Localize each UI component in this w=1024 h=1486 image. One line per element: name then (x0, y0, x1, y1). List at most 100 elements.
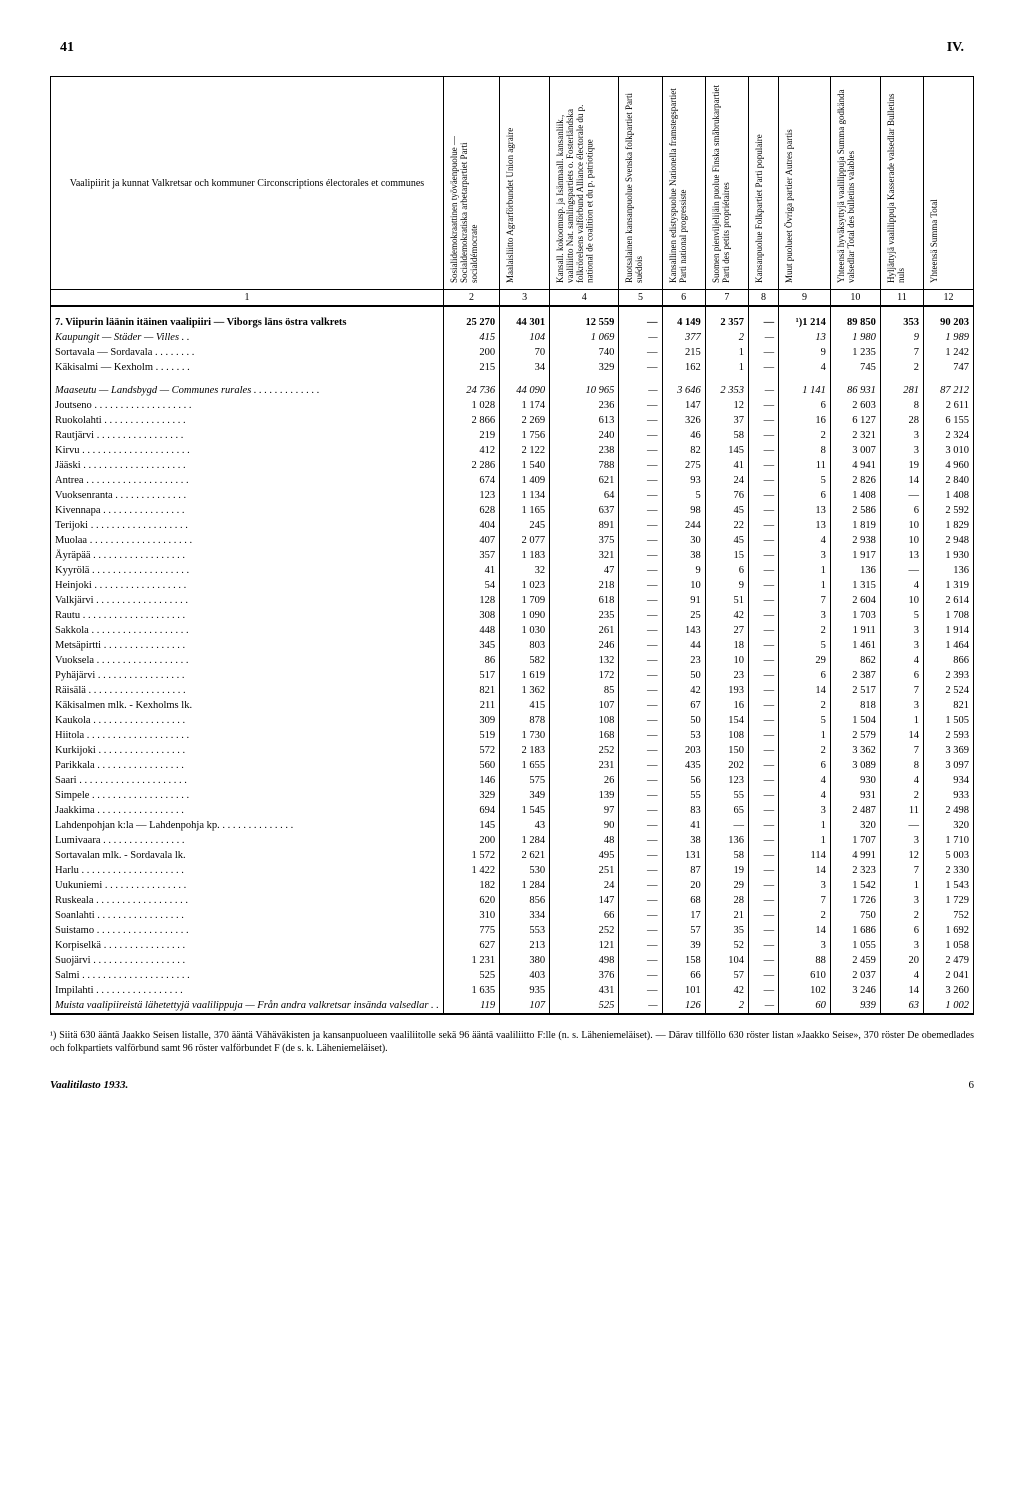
cell: 1 (779, 563, 831, 578)
cell: 821 (924, 698, 974, 713)
row-label: Rautjärvi . . . . . . . . . . . . . . . … (51, 428, 444, 443)
cell: 25 270 (443, 306, 499, 330)
cell: — (748, 713, 778, 728)
cell: 2 (779, 623, 831, 638)
cell: — (619, 653, 662, 668)
row-label: Rautu . . . . . . . . . . . . . . . . . … (51, 608, 444, 623)
cell: 104 (500, 330, 550, 345)
cell: — (748, 360, 778, 375)
cell: — (748, 548, 778, 563)
cell: 618 (550, 593, 619, 608)
cell: 1 819 (830, 518, 880, 533)
cell (662, 375, 705, 383)
cell: — (748, 458, 778, 473)
cell: 4 (880, 773, 923, 788)
cell: — (748, 728, 778, 743)
cell: 745 (830, 360, 880, 375)
cell: 2 330 (924, 863, 974, 878)
cell: 3 (880, 623, 923, 638)
cell: 3 (779, 878, 831, 893)
cell: 21 (705, 908, 748, 923)
page-number-left: 41 (60, 40, 74, 56)
cell: 4 (779, 773, 831, 788)
cell: 55 (705, 788, 748, 803)
row-label: Ruskeala . . . . . . . . . . . . . . . .… (51, 893, 444, 908)
table-row: Ruokolahti . . . . . . . . . . . . . . .… (51, 413, 974, 428)
cell: 1 134 (500, 488, 550, 503)
cell: — (748, 533, 778, 548)
cell: 2 324 (924, 428, 974, 443)
cell: 6 (880, 923, 923, 938)
row-label: Räisälä . . . . . . . . . . . . . . . . … (51, 683, 444, 698)
cell: 3 (880, 938, 923, 953)
cell: 218 (550, 578, 619, 593)
cell: 1 (705, 345, 748, 360)
cell: 2 (779, 908, 831, 923)
cell: — (748, 968, 778, 983)
cell: 38 (662, 833, 705, 848)
cell: 42 (705, 983, 748, 998)
cell: — (748, 608, 778, 623)
cell: 8 (779, 443, 831, 458)
cell: 101 (662, 983, 705, 998)
cell: — (619, 983, 662, 998)
cell: 261 (550, 623, 619, 638)
page-footer: Vaalitilasto 1933. 6 (50, 1079, 974, 1091)
cell: 14 (880, 473, 923, 488)
cell: 821 (443, 683, 499, 698)
cell: 377 (662, 330, 705, 345)
cell: 136 (924, 563, 974, 578)
cell: — (748, 758, 778, 773)
cell: — (619, 878, 662, 893)
cell: 14 (779, 683, 831, 698)
table-row: Antrea . . . . . . . . . . . . . . . . .… (51, 473, 974, 488)
header-col-2: Maalaisliitto Agrarförbundet Union agrai… (504, 79, 518, 287)
table-row: Sortavala — Sordavala . . . . . . . .200… (51, 345, 974, 360)
cell: 87 212 (924, 383, 974, 398)
cell: — (619, 306, 662, 330)
row-label: Parikkala . . . . . . . . . . . . . . . … (51, 758, 444, 773)
cell: 89 850 (830, 306, 880, 330)
cell: 76 (705, 488, 748, 503)
cell: 1 023 (500, 578, 550, 593)
cell: 1 058 (924, 938, 974, 953)
cell: 3 007 (830, 443, 880, 458)
cell: 3 246 (830, 983, 880, 998)
cell: 1 315 (830, 578, 880, 593)
cell: 2 826 (830, 473, 880, 488)
row-label: Metsäpirtti . . . . . . . . . . . . . . … (51, 638, 444, 653)
cell: 3 (779, 608, 831, 623)
cell: 775 (443, 923, 499, 938)
cell: 2 (880, 788, 923, 803)
cell: 3 (779, 548, 831, 563)
cell: 15 (705, 548, 748, 563)
cell: 2 269 (500, 413, 550, 428)
cell: 7 (880, 743, 923, 758)
row-label: Sakkola . . . . . . . . . . . . . . . . … (51, 623, 444, 638)
cell: 2 611 (924, 398, 974, 413)
row-label: Uukuniemi . . . . . . . . . . . . . . . … (51, 878, 444, 893)
cell: 65 (705, 803, 748, 818)
row-label: Suojärvi . . . . . . . . . . . . . . . .… (51, 953, 444, 968)
cell: 2 286 (443, 458, 499, 473)
table-row (51, 375, 974, 383)
cell: 104 (705, 953, 748, 968)
cell: 891 (550, 518, 619, 533)
cell: 403 (500, 968, 550, 983)
cell: — (619, 758, 662, 773)
cell: 1 635 (443, 983, 499, 998)
cell: 29 (705, 878, 748, 893)
table-row: Saari . . . . . . . . . . . . . . . . . … (51, 773, 974, 788)
cell: 108 (705, 728, 748, 743)
cell: 1 (779, 833, 831, 848)
cell: 357 (443, 548, 499, 563)
cell: — (748, 345, 778, 360)
table-row: Impilahti . . . . . . . . . . . . . . . … (51, 983, 974, 998)
cell: 1 729 (924, 893, 974, 908)
cell: 2 393 (924, 668, 974, 683)
row-label: Äyräpää . . . . . . . . . . . . . . . . … (51, 548, 444, 563)
cell: 6 (880, 503, 923, 518)
cell (705, 375, 748, 383)
cell: 2 (705, 330, 748, 345)
cell: 3 (880, 443, 923, 458)
